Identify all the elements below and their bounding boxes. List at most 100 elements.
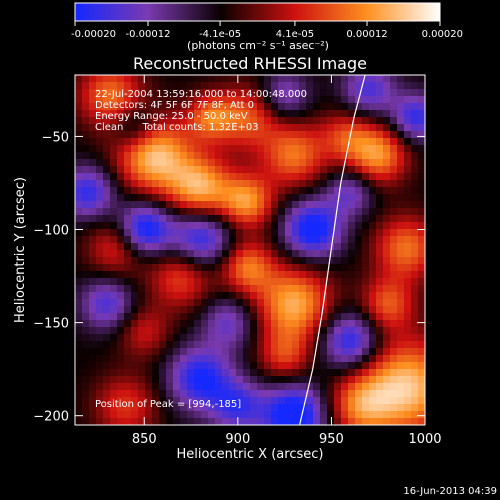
heatmap-cell (397, 110, 405, 118)
heatmap-cell (257, 208, 265, 216)
heatmap-cell (313, 390, 321, 398)
heatmap-cell (229, 292, 237, 300)
heatmap-cell (299, 411, 307, 419)
heatmap-cell (180, 159, 188, 167)
heatmap-cell (187, 138, 195, 146)
heatmap-cell (96, 243, 104, 251)
heatmap-cell (194, 236, 202, 244)
heatmap-cell (152, 271, 160, 279)
heatmap-cell (166, 313, 174, 321)
heatmap-cell (243, 376, 251, 384)
heatmap-cell (110, 306, 118, 314)
heatmap-cell (355, 124, 363, 132)
heatmap-cell (131, 96, 139, 104)
heatmap-cell (285, 131, 293, 139)
heatmap-cell (292, 362, 300, 370)
heatmap-cell (173, 138, 181, 146)
heatmap-cell (82, 257, 90, 265)
heatmap-cell (110, 404, 118, 412)
heatmap-cell (376, 82, 384, 90)
heatmap-cell (348, 166, 356, 174)
heatmap-cell (103, 159, 111, 167)
heatmap-cell (257, 159, 265, 167)
heatmap-cell (327, 292, 335, 300)
heatmap-cell (257, 271, 265, 279)
heatmap-cell (292, 341, 300, 349)
heatmap-cell (306, 187, 314, 195)
heatmap-cell (173, 313, 181, 321)
heatmap-cell (376, 138, 384, 146)
x-axis-label: Heliocentric X (arcsec) (177, 447, 324, 462)
heatmap-cell (383, 236, 391, 244)
heatmap-cell (278, 243, 286, 251)
heatmap-cell (152, 75, 160, 83)
heatmap-cell (152, 124, 160, 132)
heatmap-cell (96, 299, 104, 307)
heatmap-cell (208, 145, 216, 153)
heatmap-cell (145, 187, 153, 195)
heatmap-cell (215, 306, 223, 314)
heatmap-cell (334, 131, 342, 139)
heatmap-cell (292, 201, 300, 209)
heatmap-cell (145, 334, 153, 342)
heatmap-cell (355, 334, 363, 342)
heatmap-cell (376, 355, 384, 363)
heatmap-cell (306, 208, 314, 216)
heatmap-cell (89, 341, 97, 349)
heatmap-cell (180, 306, 188, 314)
heatmap-cell (271, 271, 279, 279)
heatmap-cell (404, 285, 412, 293)
heatmap-cell (348, 362, 356, 370)
heatmap-cell (348, 138, 356, 146)
heatmap-cell (215, 390, 223, 398)
heatmap-cell (383, 411, 391, 419)
heatmap-cell (131, 341, 139, 349)
heatmap-cell (411, 271, 419, 279)
heatmap-cell (194, 89, 202, 97)
x-tick-label: 1000 (408, 432, 441, 447)
heatmap-cell (306, 180, 314, 188)
heatmap-cell (397, 215, 405, 223)
heatmap-cell (376, 306, 384, 314)
heatmap-cell (257, 229, 265, 237)
heatmap-cell (124, 96, 132, 104)
heatmap-cell (173, 201, 181, 209)
heatmap-cell (173, 145, 181, 153)
heatmap-cell (229, 369, 237, 377)
heatmap-cell (152, 362, 160, 370)
heatmap-cell (222, 243, 230, 251)
heatmap-cell (131, 397, 139, 405)
heatmap-cell (369, 299, 377, 307)
heatmap-cell (348, 208, 356, 216)
heatmap-cell (236, 257, 244, 265)
heatmap-cell (131, 75, 139, 83)
heatmap-cell (397, 271, 405, 279)
heatmap-cell (390, 334, 398, 342)
heatmap-cell (166, 110, 174, 118)
heatmap-cell (180, 257, 188, 265)
heatmap-cell (117, 390, 125, 398)
heatmap-cell (166, 418, 174, 425)
heatmap-cell (348, 145, 356, 153)
heatmap-cell (285, 411, 293, 419)
heatmap-cell (278, 397, 286, 405)
heatmap-cell (215, 299, 223, 307)
heatmap-cell (103, 306, 111, 314)
heatmap-cell (131, 89, 139, 97)
heatmap-cell (152, 299, 160, 307)
heatmap-cell (145, 271, 153, 279)
heatmap-cell (355, 145, 363, 153)
heatmap-cell (236, 250, 244, 258)
heatmap-cell (264, 306, 272, 314)
heatmap-cell (278, 215, 286, 223)
heatmap-cell (292, 236, 300, 244)
heatmap-cell (159, 250, 167, 258)
heatmap-cell (271, 334, 279, 342)
heatmap-cell (103, 271, 111, 279)
heatmap-cell (404, 222, 412, 230)
heatmap-cell (138, 152, 146, 160)
heatmap-cell (145, 383, 153, 391)
heatmap-cell (145, 411, 153, 419)
heatmap-cell (257, 376, 265, 384)
heatmap-cell (138, 236, 146, 244)
